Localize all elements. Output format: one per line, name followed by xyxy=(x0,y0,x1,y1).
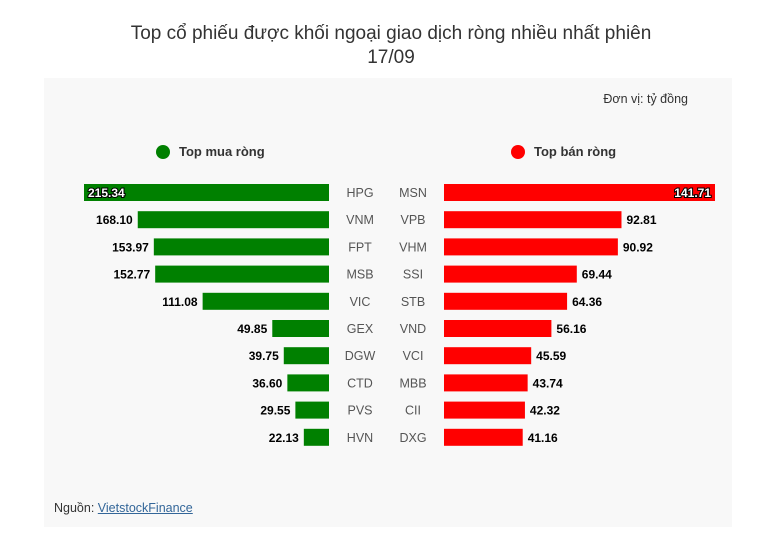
source-note: Nguồn: VietstockFinance xyxy=(54,501,193,515)
sell-category-label: VPB xyxy=(400,213,425,227)
buy-category-label: HVN xyxy=(347,431,373,445)
buy-bar-dgw xyxy=(283,347,329,365)
buy-value-label: 111.08 xyxy=(162,295,198,309)
sell-bar-vnd xyxy=(444,320,552,337)
buy-value-label: 168.10 xyxy=(96,213,133,227)
buy-category-label: PVS xyxy=(347,404,372,418)
buy-bar-vnm xyxy=(137,211,329,229)
chart-title-line2: 17/09 xyxy=(367,47,415,68)
sell-category-label: CII xyxy=(405,404,421,418)
sell-bar-mbb xyxy=(444,374,528,392)
buy-value-label: 49.85 xyxy=(237,322,267,336)
buy-category-label: HPG xyxy=(346,186,373,200)
buy-value-label: 22.13 xyxy=(269,431,299,445)
sell-value-label: 69.44 xyxy=(582,268,612,282)
buy-bar-vic xyxy=(202,292,329,310)
sell-value-label: 90.92 xyxy=(623,240,653,254)
sell-value-label: 64.36 xyxy=(572,295,602,309)
sell-bar-msn xyxy=(444,184,715,201)
buy-category-label: MSB xyxy=(346,268,373,282)
legend-sell: Top bán ròng xyxy=(511,144,616,159)
unit-label: Đơn vị: tỷ đồng xyxy=(603,92,688,106)
buy-category-label: VNM xyxy=(346,213,374,227)
buy-bar-hvn xyxy=(303,428,329,446)
sell-bar-ssi xyxy=(444,265,577,283)
buy-value-label: 152.77 xyxy=(113,268,150,282)
buy-value-label: 29.55 xyxy=(260,404,290,418)
sell-category-label: STB xyxy=(401,295,425,309)
chart-panel: Đơn vị: tỷ đồng Top mua ròng Top bán ròn… xyxy=(44,78,732,527)
sell-bar-dxg xyxy=(444,428,523,446)
buy-value-label: 215.34 xyxy=(88,186,125,200)
sell-value-label: 141.71 xyxy=(674,186,711,200)
buy-value-label: 153.97 xyxy=(112,240,149,254)
sell-bar-vhm xyxy=(444,238,618,256)
buy-bar-ctd xyxy=(287,374,329,392)
buy-bar-fpt xyxy=(153,238,329,256)
sell-bar-vci xyxy=(444,347,532,365)
sell-value-label: 43.74 xyxy=(533,376,563,390)
bar-chart: 215.34 HPG 168.10 VNM 153.97 FPT 152.77 MSB 111.… xyxy=(84,184,715,446)
buy-bar-pvs xyxy=(295,401,329,419)
sell-value-label: 56.16 xyxy=(556,322,586,336)
legend-sell-label: Top bán ròng xyxy=(534,144,617,159)
buy-category-label: FPT xyxy=(348,240,372,254)
buy-bar-msb xyxy=(155,265,329,283)
buy-value-label: 39.75 xyxy=(249,349,279,363)
sell-bar-vpb xyxy=(444,211,622,229)
sell-category-label: VHM xyxy=(399,240,427,254)
legend-buy-label: Top mua ròng xyxy=(179,144,265,159)
chart-title: Top cổ phiếu được khối ngoại giao dịch r… xyxy=(0,22,782,70)
legend-buy-dot-icon xyxy=(156,144,170,159)
sell-value-label: 42.32 xyxy=(530,404,560,418)
sell-category-label: MBB xyxy=(399,376,426,390)
sell-bar-cii xyxy=(444,401,525,419)
legend-sell-dot-icon xyxy=(511,144,525,159)
sell-category-label: VCI xyxy=(403,349,424,363)
sell-category-label: MSN xyxy=(399,186,427,200)
buy-category-label: VIC xyxy=(350,295,371,309)
buy-value-label: 36.60 xyxy=(252,376,282,390)
source-prefix: Nguồn: xyxy=(54,501,95,515)
sell-value-label: 45.59 xyxy=(536,349,566,363)
buy-bar-hpg xyxy=(84,184,329,201)
sell-category-label: VND xyxy=(400,322,426,336)
buy-bar-gex xyxy=(272,320,329,337)
legend-buy: Top mua ròng xyxy=(156,144,265,159)
sell-category-label: DXG xyxy=(399,431,426,445)
sell-bar-stb xyxy=(444,292,568,310)
sell-value-label: 41.16 xyxy=(528,431,558,445)
buy-category-label: GEX xyxy=(347,322,374,336)
source-link[interactable]: VietstockFinance xyxy=(97,501,193,515)
buy-category-label: CTD xyxy=(347,376,373,390)
chart-title-line1: Top cổ phiếu được khối ngoại giao dịch r… xyxy=(130,23,652,44)
buy-category-label: DGW xyxy=(345,349,376,363)
sell-value-label: 92.81 xyxy=(626,213,656,227)
sell-category-label: SSI xyxy=(403,268,423,282)
